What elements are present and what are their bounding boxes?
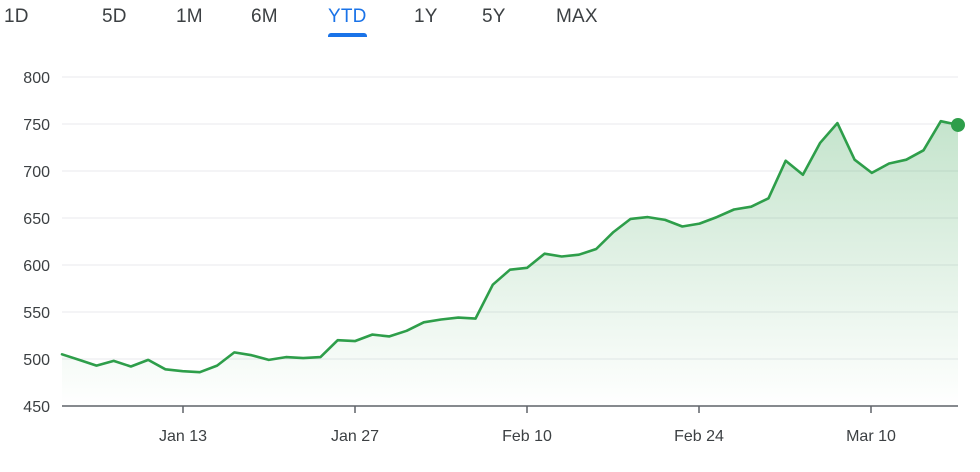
- current-price-marker: [951, 117, 965, 132]
- tab-1y-label: 1Y: [414, 6, 438, 27]
- x-tick-label: Feb 24: [674, 428, 724, 445]
- tab-ytd-label: YTD: [328, 6, 367, 27]
- x-tick-label: Jan 27: [331, 428, 379, 445]
- tab-1m[interactable]: 1M: [176, 6, 203, 28]
- tab-5y-label: 5Y: [482, 6, 506, 27]
- tab-5y[interactable]: 5Y: [482, 6, 506, 28]
- y-tick-label: 800: [23, 70, 50, 87]
- tab-5d[interactable]: 5D: [102, 6, 127, 28]
- x-tick-label: Jan 13: [159, 428, 207, 445]
- range-tabs: 1D 5D 1M 6M YTD 1Y 5Y MAX: [0, 0, 980, 40]
- tab-max-label: MAX: [556, 6, 598, 27]
- x-tick-label: Feb 10: [502, 428, 552, 445]
- y-tick-label: 650: [23, 211, 50, 228]
- tab-1y[interactable]: 1Y: [414, 6, 438, 28]
- tab-ytd[interactable]: YTD: [328, 6, 367, 37]
- price-area-fill: [62, 121, 958, 406]
- tab-1d[interactable]: 1D: [4, 6, 29, 28]
- tab-6m[interactable]: 6M: [251, 6, 278, 28]
- tab-max[interactable]: MAX: [556, 6, 598, 28]
- y-axis-ticks: 800 750 700 650 600 550 500 450: [23, 70, 50, 416]
- tab-6m-label: 6M: [251, 6, 278, 27]
- tab-1d-label: 1D: [4, 6, 29, 27]
- y-tick-label: 550: [23, 305, 50, 322]
- y-tick-label: 450: [23, 399, 50, 416]
- x-tick-label: Mar 10: [846, 428, 896, 445]
- y-tick-label: 500: [23, 352, 50, 369]
- price-line: [60, 119, 960, 374]
- tab-5d-label: 5D: [102, 6, 127, 27]
- x-axis: Jan 13 Jan 27 Feb 10 Feb 24 Mar 10: [62, 405, 958, 445]
- y-tick-label: 750: [23, 117, 50, 134]
- y-tick-label: 700: [23, 164, 50, 181]
- active-tab-indicator: [328, 33, 367, 37]
- tab-1m-label: 1M: [176, 6, 203, 27]
- y-tick-label: 600: [23, 258, 50, 275]
